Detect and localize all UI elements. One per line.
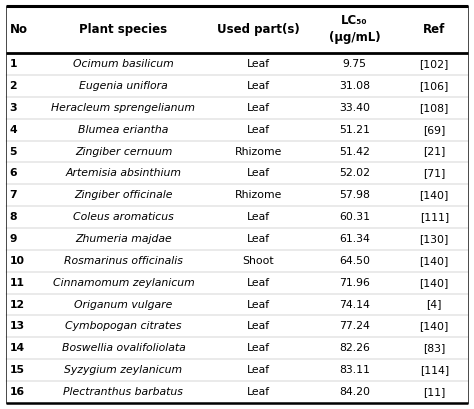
Text: Ocimum basilicum: Ocimum basilicum bbox=[73, 59, 174, 69]
Text: Used part(s): Used part(s) bbox=[217, 23, 300, 36]
Text: 14: 14 bbox=[9, 343, 25, 353]
Text: Plectranthus barbatus: Plectranthus barbatus bbox=[64, 387, 183, 397]
Text: 51.21: 51.21 bbox=[339, 125, 370, 135]
Text: Cymbopogan citrates: Cymbopogan citrates bbox=[65, 321, 182, 331]
Text: 77.24: 77.24 bbox=[339, 321, 370, 331]
Text: [108]: [108] bbox=[419, 103, 449, 113]
Text: Leaf: Leaf bbox=[247, 234, 270, 244]
Text: [83]: [83] bbox=[423, 343, 446, 353]
Text: 6: 6 bbox=[9, 169, 17, 178]
Text: Ref: Ref bbox=[423, 23, 446, 36]
Text: [102]: [102] bbox=[419, 59, 449, 69]
Text: Artemisia absinthium: Artemisia absinthium bbox=[65, 169, 182, 178]
Text: 52.02: 52.02 bbox=[339, 169, 370, 178]
Text: Origanum vulgare: Origanum vulgare bbox=[74, 299, 173, 310]
Text: 7: 7 bbox=[9, 190, 17, 200]
Text: Cinnamomum zeylanicum: Cinnamomum zeylanicum bbox=[53, 278, 194, 288]
Text: Plant species: Plant species bbox=[79, 23, 167, 36]
Text: 2: 2 bbox=[9, 81, 17, 91]
Text: 61.34: 61.34 bbox=[339, 234, 370, 244]
Text: Leaf: Leaf bbox=[247, 278, 270, 288]
Text: 11: 11 bbox=[9, 278, 25, 288]
Text: Leaf: Leaf bbox=[247, 103, 270, 113]
Text: [130]: [130] bbox=[419, 234, 449, 244]
Text: Zhumeria majdae: Zhumeria majdae bbox=[75, 234, 172, 244]
Text: 83.11: 83.11 bbox=[339, 365, 370, 375]
Text: Rhizome: Rhizome bbox=[235, 146, 282, 157]
Text: 9.75: 9.75 bbox=[343, 59, 366, 69]
Text: Leaf: Leaf bbox=[247, 59, 270, 69]
Text: Leaf: Leaf bbox=[247, 299, 270, 310]
Text: 84.20: 84.20 bbox=[339, 387, 370, 397]
Text: 1: 1 bbox=[9, 59, 17, 69]
Text: Leaf: Leaf bbox=[247, 169, 270, 178]
Text: 51.42: 51.42 bbox=[339, 146, 370, 157]
Text: Leaf: Leaf bbox=[247, 125, 270, 135]
Text: 12: 12 bbox=[9, 299, 25, 310]
Text: Leaf: Leaf bbox=[247, 212, 270, 222]
Text: Rosmarinus officinalis: Rosmarinus officinalis bbox=[64, 256, 183, 266]
Text: 82.26: 82.26 bbox=[339, 343, 370, 353]
Text: Zingiber officinale: Zingiber officinale bbox=[74, 190, 173, 200]
Text: [114]: [114] bbox=[419, 365, 449, 375]
Text: 31.08: 31.08 bbox=[339, 81, 370, 91]
Text: LC₅₀: LC₅₀ bbox=[341, 14, 368, 27]
Text: Rhizome: Rhizome bbox=[235, 190, 282, 200]
Text: 33.40: 33.40 bbox=[339, 103, 370, 113]
Text: Boswellia ovalifoliolata: Boswellia ovalifoliolata bbox=[62, 343, 185, 353]
Text: Leaf: Leaf bbox=[247, 365, 270, 375]
Text: 15: 15 bbox=[9, 365, 25, 375]
Text: [140]: [140] bbox=[419, 256, 449, 266]
Text: [140]: [140] bbox=[419, 190, 449, 200]
Text: 16: 16 bbox=[9, 387, 25, 397]
Text: [4]: [4] bbox=[427, 299, 442, 310]
Text: 57.98: 57.98 bbox=[339, 190, 370, 200]
Text: [11]: [11] bbox=[423, 387, 446, 397]
Text: No: No bbox=[9, 23, 27, 36]
Text: Leaf: Leaf bbox=[247, 81, 270, 91]
Text: [69]: [69] bbox=[423, 125, 446, 135]
Text: 60.31: 60.31 bbox=[339, 212, 370, 222]
Text: 13: 13 bbox=[9, 321, 25, 331]
Text: 8: 8 bbox=[9, 212, 17, 222]
Text: Shoot: Shoot bbox=[243, 256, 274, 266]
Text: 74.14: 74.14 bbox=[339, 299, 370, 310]
Text: Leaf: Leaf bbox=[247, 321, 270, 331]
Text: [21]: [21] bbox=[423, 146, 446, 157]
Text: 5: 5 bbox=[9, 146, 17, 157]
Text: Syzygium zeylanicum: Syzygium zeylanicum bbox=[64, 365, 182, 375]
Text: 4: 4 bbox=[9, 125, 17, 135]
Text: 3: 3 bbox=[9, 103, 17, 113]
Text: 71.96: 71.96 bbox=[339, 278, 370, 288]
Text: [140]: [140] bbox=[419, 321, 449, 331]
Text: Coleus aromaticus: Coleus aromaticus bbox=[73, 212, 174, 222]
Text: Leaf: Leaf bbox=[247, 343, 270, 353]
Text: 64.50: 64.50 bbox=[339, 256, 370, 266]
Text: Blumea eriantha: Blumea eriantha bbox=[78, 125, 169, 135]
Text: Eugenia uniflora: Eugenia uniflora bbox=[79, 81, 168, 91]
Text: Heracleum sprengelianum: Heracleum sprengelianum bbox=[51, 103, 195, 113]
Text: Leaf: Leaf bbox=[247, 387, 270, 397]
Text: [140]: [140] bbox=[419, 278, 449, 288]
Text: 10: 10 bbox=[9, 256, 25, 266]
Text: (μg/mL): (μg/mL) bbox=[328, 31, 380, 43]
Text: [111]: [111] bbox=[419, 212, 449, 222]
Text: 9: 9 bbox=[9, 234, 17, 244]
Text: [71]: [71] bbox=[423, 169, 446, 178]
Text: Zingiber cernuum: Zingiber cernuum bbox=[75, 146, 172, 157]
Text: [106]: [106] bbox=[419, 81, 449, 91]
